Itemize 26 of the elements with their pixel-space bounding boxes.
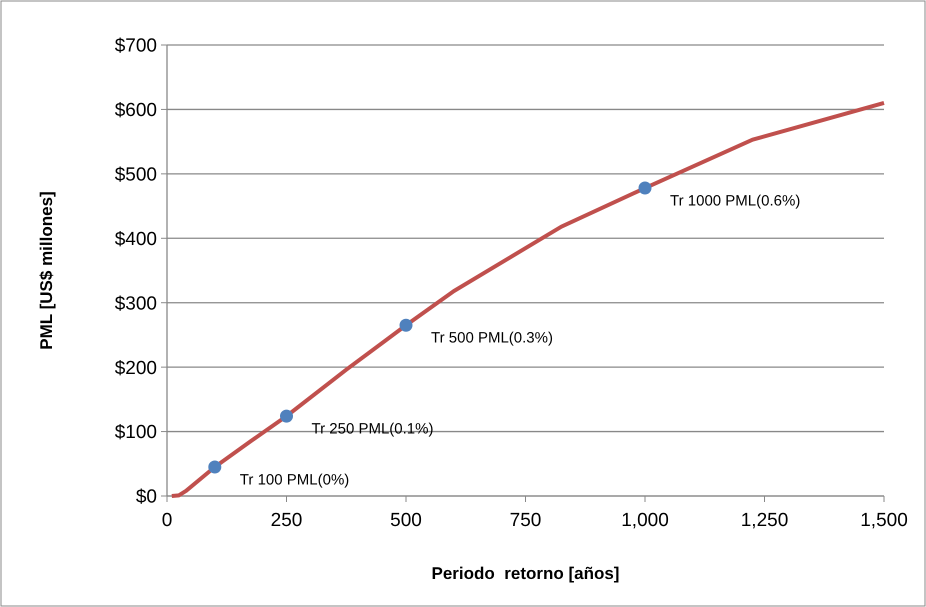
x-tick-label: 0 — [162, 510, 172, 531]
x-tick-label: 250 — [270, 510, 302, 531]
line-series — [170, 100, 886, 498]
y-tick-label: $100 — [114, 422, 157, 444]
point — [400, 318, 412, 332]
annotation: Tr 1000 PML(0.6%) — [670, 192, 800, 210]
x-tick-label: 750 — [510, 510, 542, 531]
y-axis-title: PML [US$ millones] — [37, 191, 56, 350]
y-tick-label: $700 — [114, 36, 157, 57]
annotation: Tr 500 PML(0.3%) — [431, 330, 553, 347]
annotation: Tr 250 PML(0.1%) — [312, 420, 434, 438]
y-tick-label: $500 — [114, 164, 157, 186]
x-axis-title: Periodo retorno [años] — [432, 564, 620, 583]
point — [638, 182, 652, 195]
annotation: Tr 100 PML(0%) — [240, 471, 350, 488]
y-tick-label: $300 — [114, 293, 157, 314]
y-tick-label: $200 — [114, 358, 157, 379]
y-tick-label: $0 — [136, 486, 157, 508]
point — [208, 460, 222, 474]
point — [280, 410, 293, 423]
y-tick-label: $400 — [114, 228, 157, 250]
y-tick-label: $600 — [114, 100, 157, 122]
x-tick-label: 1,250 — [740, 510, 788, 531]
x-tick-label: 1,500 — [860, 510, 908, 531]
x-tick-label: 500 — [390, 510, 422, 531]
x-tick-label: 1,000 — [621, 510, 669, 531]
